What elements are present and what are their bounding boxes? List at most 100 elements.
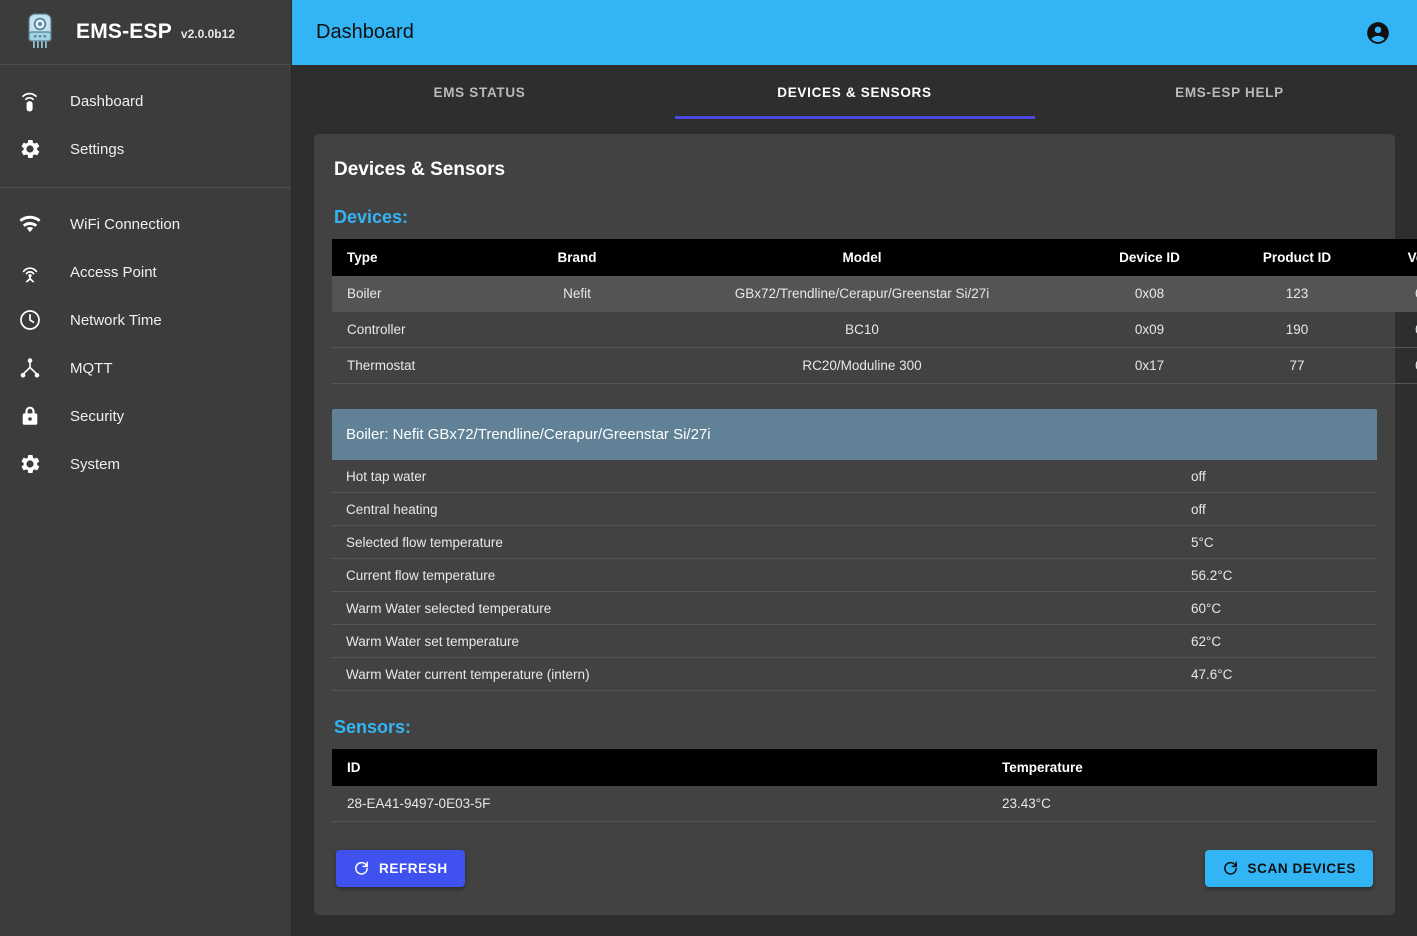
action-button-row: REFRESH SCAN DEVICES <box>332 850 1377 887</box>
account-circle-icon[interactable] <box>1361 16 1395 50</box>
sidebar-item-system[interactable]: System <box>0 440 291 488</box>
detail-value: 60°C <box>1191 600 1222 616</box>
cell-version: 06.01 <box>1367 276 1417 312</box>
clock-icon <box>16 306 44 334</box>
detail-label: Current flow temperature <box>346 567 496 583</box>
detail-row: Central heating off <box>332 493 1377 526</box>
tab-ems-esp-help[interactable]: EMS-ESP HELP <box>1042 65 1417 119</box>
tab-ems-status[interactable]: EMS STATUS <box>292 65 667 119</box>
cell-model: GBx72/Trendline/Cerapur/Greenstar Si/27i <box>652 276 1072 312</box>
device-detail-list: Hot tap water off Central heating off Se… <box>332 460 1377 691</box>
cell-device-id: 0x09 <box>1072 311 1227 348</box>
detail-value: 47.6°C <box>1191 666 1233 682</box>
card-title: Devices & Sensors <box>334 159 506 180</box>
devices-table-body: Boiler Nefit GBx72/Trendline/Cerapur/Gre… <box>332 276 1417 384</box>
column-header-model: Model <box>842 250 882 265</box>
cell-type: Thermostat <box>332 347 502 384</box>
detail-row: Warm Water set temperature 62°C <box>332 625 1377 658</box>
brand-name: EMS-ESP <box>76 20 172 43</box>
scan-devices-button[interactable]: SCAN DEVICES <box>1204 850 1373 887</box>
device-detail-header: Boiler: Nefit GBx72/Trendline/Cerapur/Gr… <box>332 409 1377 460</box>
cell-device-id: 0x17 <box>1072 347 1227 384</box>
sidebar-item-access-point[interactable]: Access Point <box>0 248 291 296</box>
brand-header: EMS-ESP v2.0.0b12 <box>0 0 291 65</box>
column-header-brand: Brand <box>557 250 597 265</box>
refresh-icon <box>353 860 370 877</box>
table-row[interactable]: 28-EA41-9497-0E03-5F 23.43°C <box>332 786 1377 822</box>
devices-sensors-card: Devices & Sensors Devices: Type Brand Mo… <box>314 134 1417 915</box>
sidebar-item-wifi-connection[interactable]: WiFi Connection <box>0 200 291 248</box>
sidebar-item-mqtt[interactable]: MQTT <box>0 344 291 392</box>
boiler-icon <box>22 12 58 52</box>
lock-icon <box>16 402 44 430</box>
column-header-product-id: Product ID <box>1262 250 1332 265</box>
cell-version: 01.03 <box>1367 311 1417 348</box>
detail-label: Warm Water selected temperature <box>346 600 552 616</box>
sensors-heading: Sensors: <box>334 717 412 737</box>
sidebar-item-security[interactable]: Security <box>0 392 291 440</box>
table-header-row: Type Brand Model Device ID Product ID Ve… <box>332 239 1417 276</box>
cell-model: BC10 <box>652 311 1072 348</box>
sidebar-item-label: System <box>70 455 121 473</box>
tab-bar: EMS STATUS DEVICES & SENSORS EMS-ESP HEL… <box>292 65 1417 119</box>
cell-product-id: 190 <box>1227 311 1367 348</box>
cell-type: Controller <box>332 311 502 348</box>
cell-version: 03.03 <box>1367 347 1417 384</box>
detail-row: Warm Water current temperature (intern) … <box>332 658 1377 691</box>
detail-row: Hot tap water off <box>332 460 1377 493</box>
table-row[interactable]: Controller BC10 0x09 190 01.03 <box>332 311 1417 348</box>
network-node-icon <box>16 354 44 382</box>
cell-type: Boiler <box>332 276 502 312</box>
page-title: Dashboard <box>316 21 414 43</box>
detail-label: Warm Water current temperature (intern) <box>346 666 590 682</box>
tab-label: EMS STATUS <box>433 84 526 100</box>
brand-version: v2.0.0b12 <box>180 27 235 41</box>
refresh-button[interactable]: REFRESH <box>336 850 465 887</box>
detail-label: Selected flow temperature <box>346 534 503 550</box>
detail-row: Warm Water selected temperature 60°C <box>332 592 1377 625</box>
main-area: Dashboard EMS STATUS DEVICES & SENSORS E… <box>292 0 1417 936</box>
sidebar-item-label: Network Time <box>70 311 162 329</box>
table-row[interactable]: Thermostat RC20/Moduline 300 0x17 77 03.… <box>332 347 1417 384</box>
cell-model: RC20/Moduline 300 <box>652 347 1072 384</box>
cell-product-id: 77 <box>1227 347 1367 384</box>
nav-group-secondary: WiFi Connection Access Point <box>0 188 291 500</box>
column-header-id: ID <box>347 760 361 775</box>
gear-icon <box>16 450 44 478</box>
sidebar-item-label: MQTT <box>70 359 113 377</box>
detail-value: 62°C <box>1191 633 1222 649</box>
cell-brand: Nefit <box>502 276 652 312</box>
cell-sensor-temperature: 23.43°C <box>987 786 1377 822</box>
column-header-type: Type <box>347 250 378 265</box>
sidebar-item-dashboard[interactable]: Dashboard <box>0 77 291 125</box>
column-header-temperature: Temperature <box>1002 760 1083 775</box>
cell-brand <box>502 311 652 348</box>
wifi-icon <box>16 210 44 238</box>
sidebar-item-label: Dashboard <box>70 92 144 110</box>
gear-icon <box>16 135 44 163</box>
devices-table-head: Type Brand Model Device ID Product ID Ve… <box>332 239 1417 276</box>
content-area: Devices & Sensors Devices: Type Brand Mo… <box>292 119 1417 936</box>
access-point-icon <box>16 258 44 286</box>
column-header-device-id: Device ID <box>1119 250 1180 265</box>
detail-value: off <box>1191 501 1206 517</box>
detail-row: Selected flow temperature 5°C <box>332 526 1377 559</box>
cell-device-id: 0x08 <box>1072 276 1227 312</box>
tab-devices-and-sensors[interactable]: DEVICES & SENSORS <box>667 65 1042 119</box>
cell-brand <box>502 347 652 384</box>
dashboard-device-icon <box>16 87 44 115</box>
sidebar-item-network-time[interactable]: Network Time <box>0 296 291 344</box>
sidebar-item-settings[interactable]: Settings <box>0 125 291 173</box>
detail-label: Warm Water set temperature <box>346 633 520 649</box>
sidebar-item-label: WiFi Connection <box>70 215 181 233</box>
detail-row: Current flow temperature 56.2°C <box>332 559 1377 592</box>
sensors-table-head: ID Temperature <box>332 749 1377 786</box>
column-header-version: Version <box>1407 250 1417 265</box>
detail-label: Hot tap water <box>346 468 427 484</box>
table-row[interactable]: Boiler Nefit GBx72/Trendline/Cerapur/Gre… <box>332 276 1417 312</box>
refresh-button-label: REFRESH <box>379 861 448 876</box>
sidebar-item-label: Settings <box>70 140 125 158</box>
nav-group-primary: Dashboard Settings <box>0 65 291 188</box>
scan-devices-button-label: SCAN DEVICES <box>1247 861 1356 876</box>
